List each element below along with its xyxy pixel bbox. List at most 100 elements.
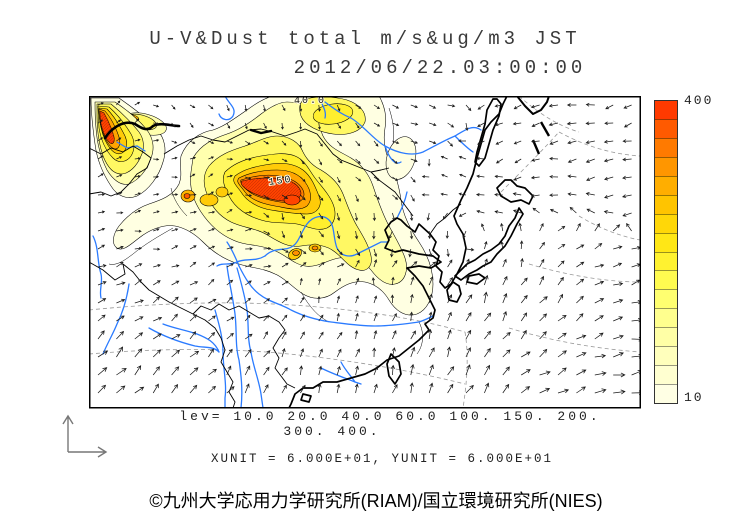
wind-arrow xyxy=(409,311,414,322)
wind-arrow xyxy=(519,240,524,250)
wind-arrow xyxy=(281,248,289,253)
wind-arrow xyxy=(409,382,414,394)
wind-arrow xyxy=(263,194,270,200)
wind-arrow xyxy=(208,368,217,376)
wind-arrow xyxy=(226,246,234,250)
wind-arrow xyxy=(134,263,143,268)
wind-arrow xyxy=(300,384,306,394)
wind-arrow xyxy=(410,194,415,202)
wind-arrow xyxy=(518,222,522,232)
colorbar-segment xyxy=(655,232,677,252)
wind-arrow xyxy=(409,212,414,222)
wind-arrow xyxy=(318,158,322,166)
wind-arrow xyxy=(557,367,567,376)
wind-arrow xyxy=(226,157,234,161)
wind-arrow xyxy=(500,222,504,232)
y-axis-arrow xyxy=(62,414,74,452)
wind-arrow xyxy=(317,383,322,394)
wind-arrow xyxy=(567,158,577,163)
wind-arrow xyxy=(557,332,567,340)
wind-arrow xyxy=(475,192,485,197)
colorbar-segment xyxy=(655,194,677,214)
wind-arrow xyxy=(244,365,251,376)
wind-arrow xyxy=(465,294,473,304)
vector-units-line: XUNIT = 6.000E+01, YUNIT = 6.000E+01 xyxy=(210,452,554,466)
wind-arrow xyxy=(494,174,503,179)
wind-arrow xyxy=(576,313,584,322)
wind-arrow xyxy=(244,314,251,322)
wind-arrow xyxy=(116,298,126,304)
wind-arrow xyxy=(446,346,452,358)
wind-arrow xyxy=(318,331,324,340)
wind-arrow xyxy=(512,121,522,126)
wind-arrow xyxy=(604,194,614,199)
wind-arrow xyxy=(153,264,161,268)
colorbar-segment xyxy=(655,118,677,138)
wind-arrow xyxy=(134,386,145,394)
wind-arrow xyxy=(263,298,271,304)
wind-arrow xyxy=(539,275,545,286)
map-frame xyxy=(89,96,641,409)
wind-arrow xyxy=(373,330,378,340)
wind-arrow xyxy=(226,228,234,232)
wind-arrow xyxy=(603,158,614,163)
wind-arrow xyxy=(476,156,485,161)
wind-arrow xyxy=(208,173,214,178)
wind-arrow xyxy=(410,261,418,268)
wind-arrow xyxy=(281,212,285,221)
wind-arrow xyxy=(520,329,527,340)
wind-arrow xyxy=(594,223,600,232)
wind-arrow xyxy=(483,291,488,304)
wind-arrow xyxy=(371,277,376,286)
wind-arrow xyxy=(613,298,624,304)
wind-arrow xyxy=(373,259,378,268)
wind-arrow xyxy=(317,104,321,112)
wind-arrow xyxy=(355,248,361,257)
wind-arrow xyxy=(116,156,123,160)
wind-arrow xyxy=(171,156,178,160)
wind-arrow xyxy=(153,247,161,251)
colorbar-segment xyxy=(655,213,677,233)
wind-arrow xyxy=(502,275,508,286)
wind-arrow xyxy=(244,122,248,130)
wind-arrow xyxy=(299,277,303,286)
wind-arrow xyxy=(458,212,467,217)
plot-timestamp: 2012/06/22.03:00:00 xyxy=(293,57,587,79)
wind-arrow xyxy=(622,139,632,143)
wind-arrow xyxy=(567,174,577,179)
wind-arrow xyxy=(520,257,524,268)
wind-arrow xyxy=(245,210,253,214)
wind-arrow xyxy=(567,192,577,196)
wind-arrow xyxy=(392,384,398,394)
contour-label: 150 xyxy=(268,175,293,189)
wind-arrow xyxy=(116,100,121,106)
wind-arrow xyxy=(392,176,399,181)
wind-arrow xyxy=(134,229,142,233)
wind-arrow xyxy=(521,351,531,358)
wind-arrow xyxy=(513,104,522,110)
wind-arrow xyxy=(521,369,531,376)
wind-arrow xyxy=(585,102,595,107)
contour-label: 40.0 xyxy=(294,96,326,107)
wind-arrow xyxy=(477,122,485,127)
wind-arrow xyxy=(189,245,197,250)
wind-arrow xyxy=(576,369,587,376)
wind-arrow xyxy=(336,140,342,147)
wind-arrow xyxy=(557,244,566,250)
wind-arrow xyxy=(245,247,253,251)
wind-arrow xyxy=(300,212,305,220)
wind-arrow xyxy=(226,104,230,112)
wind-arrow xyxy=(373,295,378,304)
wind-arrow xyxy=(465,364,471,376)
wind-arrow xyxy=(208,298,217,304)
wind-arrow xyxy=(631,246,641,250)
wind-arrow xyxy=(208,140,215,144)
wind-arrow xyxy=(134,209,142,214)
wind-arrow xyxy=(171,175,178,179)
wind-arrow xyxy=(97,244,106,250)
wind-arrow xyxy=(355,365,359,376)
wind-arrow xyxy=(226,174,233,178)
wind-arrow xyxy=(355,104,362,109)
wind-arrow xyxy=(300,248,307,255)
wind-arrow xyxy=(622,175,632,180)
